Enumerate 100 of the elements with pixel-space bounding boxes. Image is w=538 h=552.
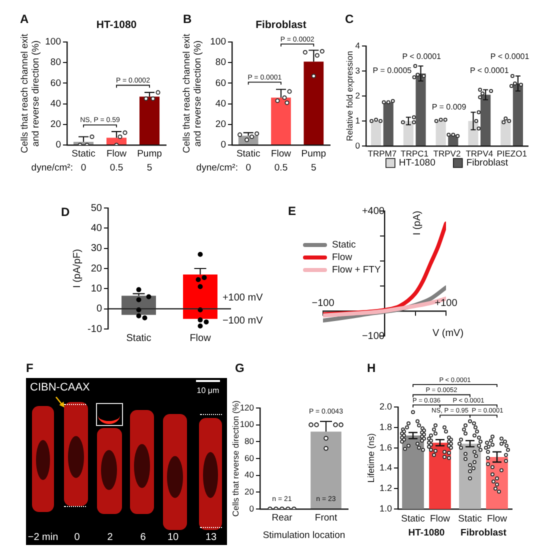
x-tick-label: TRPV4 — [466, 148, 494, 158]
text: F — [26, 361, 34, 375]
y-tick-label: 100 — [210, 36, 226, 48]
bar — [304, 62, 324, 144]
y-tick-label: 2 — [355, 90, 360, 100]
y-tick-label: 100 — [45, 36, 61, 48]
x-tick-label: Static — [72, 148, 96, 160]
legend-label: HT-1080 — [398, 158, 436, 169]
y-tick-label: +400 — [362, 206, 385, 217]
text: 0 — [80, 162, 86, 174]
annotation: P < 0.0001 — [470, 66, 510, 76]
text: 10 μm — [196, 386, 220, 395]
y-tick-label: 1.0 — [379, 503, 392, 514]
y-axis-title: Cells that reach channel exit and reverse direction (%) — [181, 33, 204, 154]
text: dyne/cm²: — [31, 162, 73, 174]
chart-title: HT-1080 — [96, 18, 137, 31]
bar — [500, 120, 511, 146]
text: −2 min — [28, 532, 58, 543]
y-tick-label: 60 — [215, 78, 226, 89]
y-tick-label: 20 — [244, 486, 254, 497]
legend-label: Fibroblast — [466, 158, 508, 169]
y-axis-title: Lifetime (ns) — [366, 433, 376, 483]
y-tick-label: 50 — [90, 202, 102, 214]
x-tick-label: Flow — [270, 148, 292, 160]
annotation: P < 0.0001 — [402, 52, 442, 62]
y-tick-label: 80 — [215, 57, 226, 68]
bar — [383, 102, 394, 146]
y-axis-title: Cells that reach channel exit and reverse direction (%) — [19, 33, 42, 154]
bar — [370, 121, 382, 146]
text: 5 — [311, 162, 316, 174]
y-tick-label: 40 — [90, 222, 102, 234]
bar — [480, 94, 491, 146]
y-tick-label: 1.8 — [379, 422, 392, 432]
y-tick-label: 0 — [249, 503, 254, 514]
text: 10 — [167, 532, 179, 543]
bar — [403, 121, 414, 146]
series-label: −100 mV — [222, 316, 264, 327]
chart-title: Fibroblast — [256, 18, 307, 31]
text: E — [288, 204, 296, 218]
x-tick-label: Flow — [106, 148, 127, 160]
x-tick-label: TRPM7 — [368, 148, 397, 158]
bar — [436, 120, 446, 146]
y-axis-title: Relative fold expression — [344, 50, 354, 142]
y-axis-title: I (pA/pF) — [72, 249, 83, 288]
x-tick-label: Rear — [272, 512, 292, 524]
y-tick-label: 1.6 — [379, 442, 392, 452]
legend-label: Flow + FTY — [332, 264, 382, 276]
y-tick-label: 30 — [90, 243, 102, 254]
y-tick-label: 80 — [244, 436, 254, 446]
y-tick-label: 20 — [90, 263, 102, 274]
y-tick-label: 1.2 — [379, 483, 392, 494]
text: 0.5 — [110, 162, 124, 174]
y-tick-label: 2.0 — [379, 401, 392, 412]
x-axis-title: V (mV) — [432, 328, 464, 339]
text: 5 — [146, 162, 152, 174]
x-tick-label: Front — [314, 512, 338, 524]
y-tick-label: -10 — [88, 324, 102, 335]
y-tick-label: 120 — [240, 402, 254, 412]
y-tick-label: 40 — [215, 98, 226, 110]
bar — [139, 96, 160, 144]
annotation: P = 0.009 — [432, 102, 467, 112]
y-tick-label: 0 — [56, 140, 61, 151]
y-tick-label: 0 — [355, 140, 360, 150]
text: B — [183, 12, 192, 26]
y-tick-label: 20 — [50, 119, 61, 130]
text: G — [235, 361, 244, 375]
text: dyne/cm²: — [196, 162, 238, 174]
x-tick-label: TRPC1 — [400, 148, 429, 158]
text: 0 — [74, 532, 80, 543]
legend-label: Flow — [332, 252, 352, 264]
text: 13 — [205, 532, 217, 543]
y-tick-label: 0 — [220, 140, 226, 151]
text: A — [20, 12, 29, 26]
text: 6 — [140, 532, 146, 543]
y-axis-title: I (pA) — [412, 210, 423, 236]
annotation: P < 0.0001 — [490, 52, 530, 62]
x-tick-label: +100 — [434, 298, 458, 309]
y-tick-label: 40 — [244, 470, 254, 480]
text: 0.5 — [274, 162, 288, 174]
y-tick-label: 80 — [50, 57, 61, 68]
x-tick-label: TRPV2 — [433, 148, 461, 158]
y-tick-label: 1.4 — [379, 462, 392, 473]
bar — [271, 98, 291, 144]
y-tick-label: 1 — [355, 115, 360, 126]
text: D — [61, 205, 70, 219]
y-tick-label: 40 — [50, 98, 61, 110]
y-tick-label: 60 — [50, 78, 61, 89]
bar — [512, 84, 524, 146]
series-label: +100 mV — [222, 292, 264, 304]
y-tick-label: 3 — [355, 65, 360, 76]
text: C — [345, 12, 354, 26]
annotation: P = 0.0005 — [372, 66, 412, 76]
bar — [106, 138, 127, 144]
y-tick-label: 20 — [215, 119, 226, 130]
y-tick-label: 0 — [96, 304, 102, 315]
text: H — [367, 361, 376, 375]
text: 2 — [107, 532, 113, 543]
x-axis-title: Stimulation location — [262, 530, 346, 541]
y-tick-label: 4 — [355, 40, 360, 50]
legend-label: Static — [332, 240, 356, 251]
